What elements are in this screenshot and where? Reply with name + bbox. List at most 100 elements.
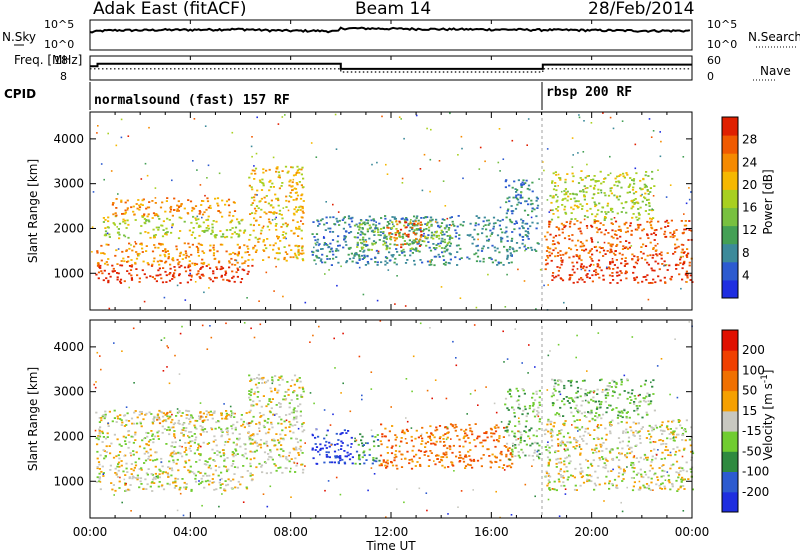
power-cell — [640, 188, 643, 191]
velocity-cell — [668, 481, 671, 484]
power-cell — [317, 220, 320, 223]
velocity-cell — [612, 390, 615, 393]
velocity-cell — [232, 460, 235, 462]
velocity-cell — [100, 417, 103, 419]
velocity-cell — [674, 436, 678, 439]
power-cell — [124, 209, 127, 212]
velocity-cell — [152, 459, 155, 462]
velocity-cell — [195, 436, 198, 439]
power-cell — [664, 264, 667, 267]
power-ytick-label: 1000 — [53, 266, 84, 280]
power-cell — [590, 179, 593, 181]
velocity-cell — [433, 436, 436, 439]
velocity-cell — [188, 431, 191, 433]
velocity-cell — [558, 430, 561, 432]
power-cell — [365, 219, 368, 221]
velocity-cell — [153, 415, 156, 418]
velocity-cell — [405, 428, 409, 431]
velocity-cell — [101, 415, 104, 418]
velocity-cell — [250, 391, 253, 394]
power-cell — [561, 231, 564, 234]
power-cell — [248, 176, 251, 179]
velocity-cell — [250, 479, 253, 482]
velocity-cell — [158, 468, 161, 471]
velocity-cell — [156, 476, 159, 479]
power-cell — [342, 246, 345, 249]
power-cell — [317, 225, 320, 227]
power-cell — [442, 263, 446, 265]
power-cell — [423, 228, 426, 231]
power-cell — [257, 207, 260, 210]
velocity-cell — [513, 415, 516, 418]
velocity-cell — [446, 436, 449, 439]
velocity-cell — [616, 487, 619, 489]
velocity-cell — [508, 434, 511, 437]
velocity-cell — [231, 432, 234, 435]
power-colorbar-swatch — [722, 171, 738, 190]
velocity-noise-cell — [500, 421, 503, 423]
power-cell — [199, 243, 202, 246]
power-cell — [422, 217, 426, 219]
velocity-cell — [390, 447, 393, 449]
power-cell — [130, 277, 133, 279]
power-cell — [589, 185, 592, 188]
velocity-cell — [514, 455, 517, 457]
velocity-cell — [569, 406, 572, 409]
velocity-cell — [321, 447, 324, 450]
velocity-cell — [553, 480, 556, 483]
velocity-cell — [593, 449, 596, 451]
velocity-cell — [386, 459, 389, 462]
power-cell — [598, 228, 601, 230]
velocity-cell — [648, 393, 651, 396]
velocity-cell — [555, 466, 558, 468]
power-noise-cell — [583, 120, 585, 122]
velocity-cell — [109, 452, 112, 455]
power-cell — [613, 184, 616, 187]
power-cell — [568, 256, 571, 259]
velocity-cell — [108, 410, 111, 413]
velocity-cell — [268, 428, 271, 431]
nsearch-label: N.Search — [748, 30, 800, 44]
power-cell — [626, 248, 630, 250]
power-cell — [688, 229, 691, 231]
power-cell — [192, 227, 195, 229]
power-cell — [525, 200, 528, 203]
velocity-cell — [288, 451, 291, 454]
velocity-cell — [278, 402, 281, 404]
power-noise-cell — [609, 116, 612, 119]
power-cell — [513, 223, 516, 225]
velocity-cell — [604, 482, 607, 485]
power-cell — [363, 257, 366, 259]
power-cell — [482, 220, 485, 223]
velocity-cell — [171, 418, 174, 421]
velocity-cell — [154, 472, 157, 475]
velocity-cell — [570, 411, 573, 414]
velocity-cell — [462, 460, 466, 463]
velocity-cell — [148, 411, 151, 414]
power-cell — [445, 231, 448, 233]
velocity-cell — [417, 449, 421, 452]
velocity-cell — [375, 460, 378, 463]
velocity-cell — [149, 485, 152, 488]
velocity-cell — [593, 482, 596, 485]
velocity-cell — [505, 453, 508, 456]
velocity-cell — [95, 481, 98, 483]
velocity-cell — [685, 419, 688, 422]
velocity-cell — [626, 378, 629, 381]
velocity-cell — [165, 420, 168, 423]
power-cell — [616, 195, 619, 198]
power-cell — [358, 226, 361, 229]
velocity-cell — [182, 429, 185, 431]
velocity-cell — [257, 391, 260, 393]
velocity-cell — [101, 430, 104, 433]
power-cell — [263, 244, 267, 247]
power-cell — [448, 227, 451, 229]
velocity-cell — [584, 394, 587, 397]
velocity-cell — [547, 420, 550, 423]
velocity-cell — [161, 484, 164, 487]
velocity-cell — [395, 436, 398, 439]
power-cell — [654, 244, 657, 247]
power-noise-cell — [609, 172, 612, 175]
power-cell — [512, 248, 515, 251]
power-cell — [632, 213, 635, 215]
